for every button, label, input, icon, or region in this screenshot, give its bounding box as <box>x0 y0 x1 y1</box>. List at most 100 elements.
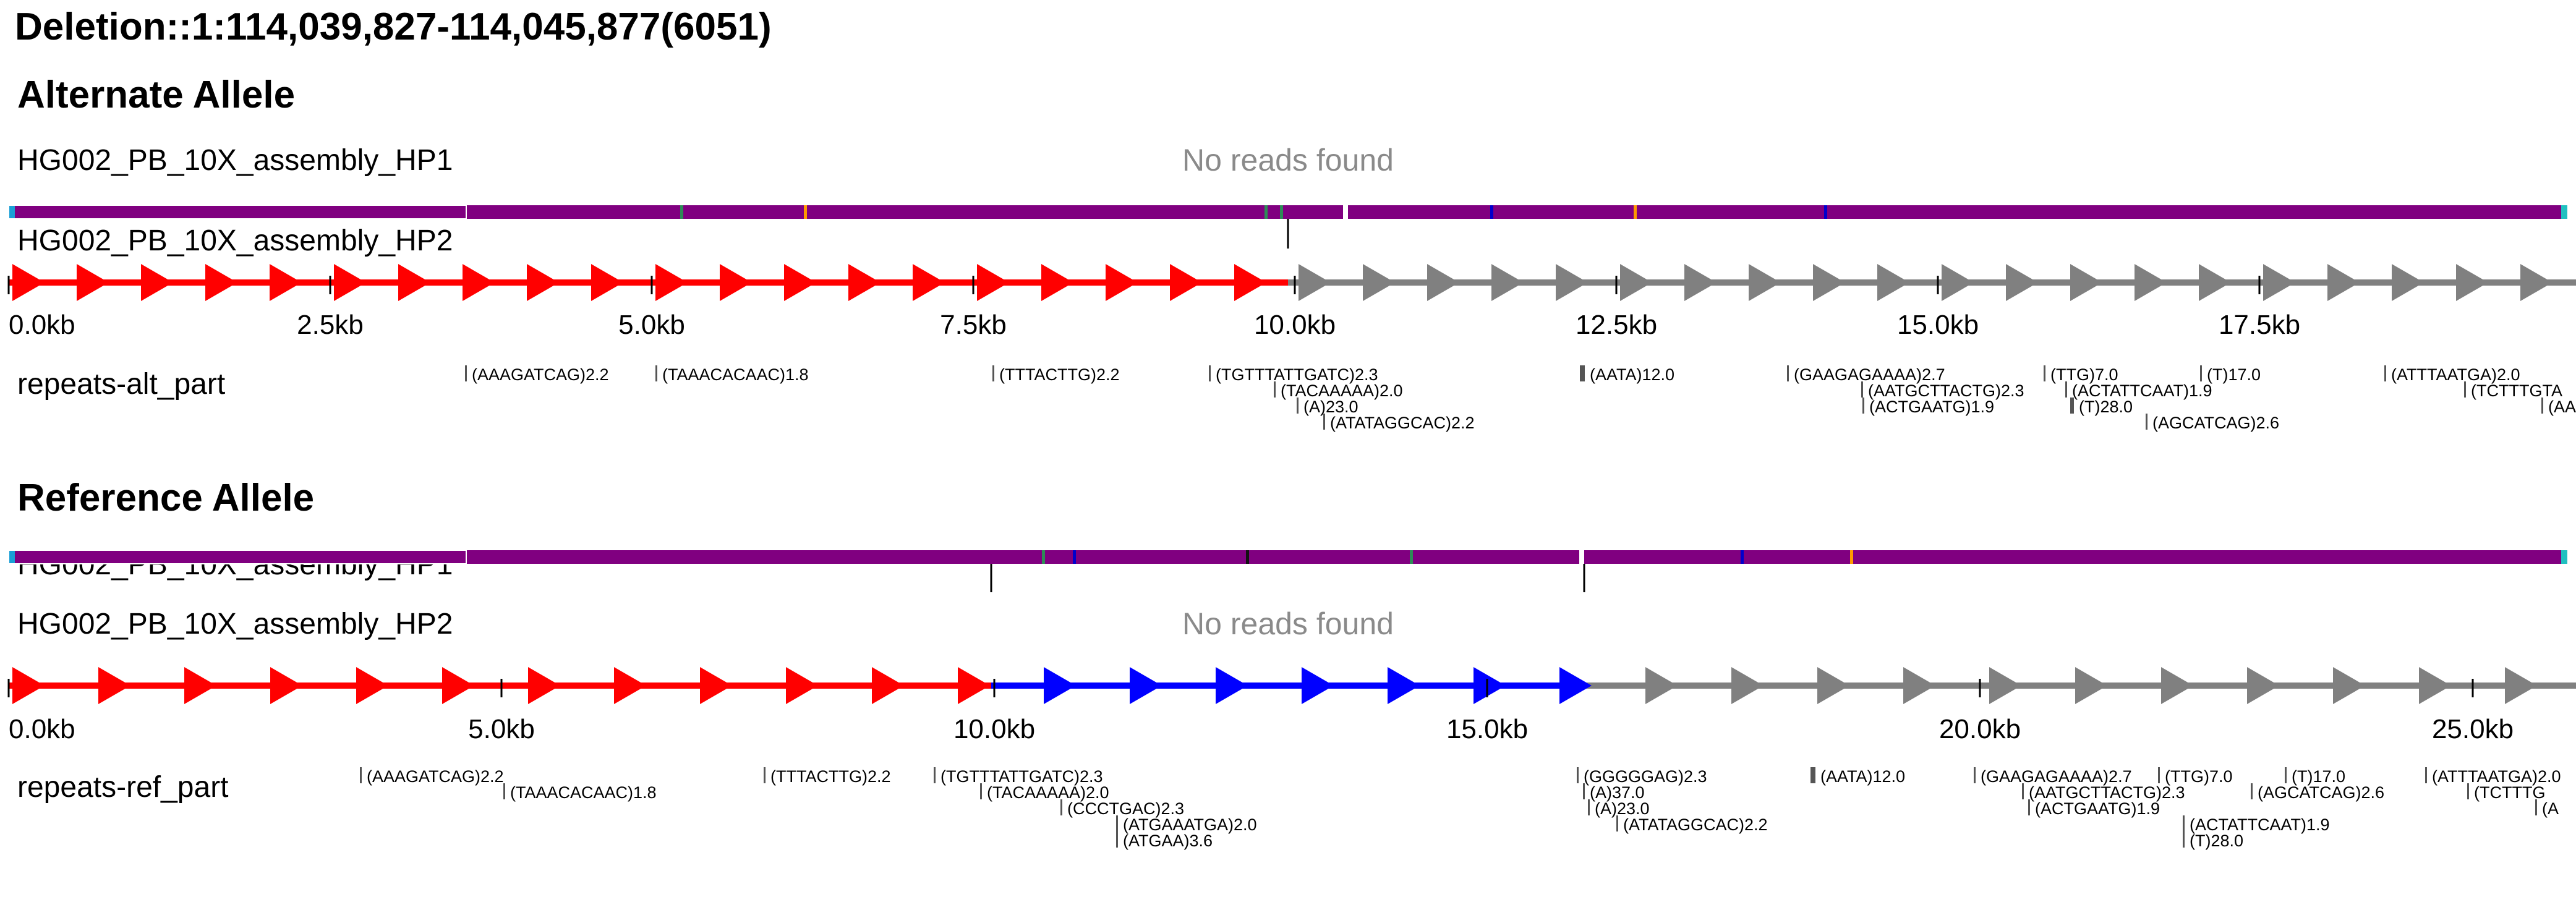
svg-text:(T)17.0: (T)17.0 <box>2292 767 2345 786</box>
direction-arrow-icon <box>1388 667 1420 704</box>
direction-arrow-icon <box>2333 667 2365 704</box>
axis-tick-label: 5.0kb <box>618 310 685 340</box>
direction-arrow-icon <box>1302 667 1334 704</box>
direction-arrow-icon <box>614 667 646 704</box>
repeat-annotation: (AATGCTTACTG)2.3 <box>1861 381 2024 400</box>
svg-text:(AAAGATCAG)2.2: (AAAGATCAG)2.2 <box>472 365 609 384</box>
direction-arrow-icon <box>1474 667 1506 704</box>
axis-tick-label: 15.0kb <box>1897 310 1979 340</box>
direction-arrow-icon <box>1620 264 1652 301</box>
alt-track1-label: HG002_PB_10X_assembly_HP1 <box>17 144 453 177</box>
direction-arrow-icon <box>977 264 1009 301</box>
svg-text:(AGCATCAG)2.6: (AGCATCAG)2.6 <box>2152 414 2279 432</box>
svg-text:(A)23.0: (A)23.0 <box>1595 799 1650 818</box>
direction-arrow-icon <box>98 667 130 704</box>
direction-arrow-icon <box>1813 264 1845 301</box>
axis-tick-label: 2.5kb <box>297 310 364 340</box>
svg-text:(GAAGAGAAAA)2.7: (GAAGAGAAAA)2.7 <box>1981 767 2132 786</box>
svg-text:(AAAGATCAG)2.2: (AAAGATCAG)2.2 <box>367 767 504 786</box>
svg-text:(TTTACTTG)2.2: (TTTACTTG)2.2 <box>999 365 1119 384</box>
axis-tick-label: 12.5kb <box>1576 310 1657 340</box>
direction-arrow-icon <box>2161 667 2193 704</box>
svg-text:(ACTGAATG)1.9: (ACTGAATG)1.9 <box>1869 398 1994 416</box>
svg-text:(T)28.0: (T)28.0 <box>2079 398 2133 416</box>
repeat-annotation: (T)28.0 <box>2183 831 2243 850</box>
direction-arrow-icon <box>2247 667 2279 704</box>
repeat-annotation: (A)37.0 <box>1583 783 1645 802</box>
alt-repeats-track: (AAAGATCAG)2.2 (TAAACACAAC)1.8 (TTTACTTG)2… <box>465 365 2576 432</box>
repeat-annotation: (TACAAAAA)2.0 <box>980 783 1109 802</box>
repeat-annotation: (TACAAAAA)2.0 <box>1274 381 1403 400</box>
svg-text:(ATATAGGCAC)2.2: (ATATAGGCAC)2.2 <box>1330 414 1475 432</box>
direction-arrow-icon <box>786 667 818 704</box>
svg-text:(AGCATCAG)2.6: (AGCATCAG)2.6 <box>2258 783 2384 802</box>
svg-text:(TTG)7.0: (TTG)7.0 <box>2165 767 2233 786</box>
direction-arrow-icon <box>270 667 302 704</box>
alt-hp2-read[interactable] <box>8 205 2567 219</box>
axis-tick-label: 15.0kb <box>1446 714 1528 744</box>
direction-arrow-icon <box>141 264 173 301</box>
repeat-annotation: (TTG)7.0 <box>2044 365 2118 384</box>
repeat-annotation: (AATA)12.0 <box>1580 365 1674 384</box>
direction-arrow-icon <box>1363 264 1395 301</box>
alt-track1-no-reads: No reads found <box>1182 143 1394 177</box>
axis-tick-label: 10.0kb <box>953 714 1035 744</box>
alt-repeats-label: repeats-alt_part <box>17 368 226 401</box>
direction-arrow-icon <box>12 264 45 301</box>
direction-arrow-icon <box>720 264 752 301</box>
repeat-annotation: (CCCTGAC)2.3 <box>1060 799 1184 818</box>
repeat-annotation: (ACTATTCAAT)1.9 <box>2065 381 2212 400</box>
direction-arrow-icon <box>1559 667 1592 704</box>
direction-arrow-icon <box>655 264 688 301</box>
direction-arrow-icon <box>356 667 388 704</box>
axis-tick-label: 20.0kb <box>1939 714 2021 744</box>
repeat-annotation: (A)23.0 <box>1297 398 1358 416</box>
svg-text:(AATGCTTACTG)2.3: (AATGCTTACTG)2.3 <box>2029 783 2185 802</box>
repeat-annotation: (TAAACACAAC)1.8 <box>503 783 657 802</box>
direction-arrow-icon <box>958 667 990 704</box>
svg-text:(TCTTTGTA: (TCTTTGTA <box>2471 381 2562 400</box>
direction-arrow-icon <box>1170 264 1202 301</box>
direction-arrow-icon <box>2456 264 2488 301</box>
svg-text:(ACTATTCAAT)1.9: (ACTATTCAAT)1.9 <box>2072 381 2212 400</box>
axis-tick-label: 7.5kb <box>940 310 1007 340</box>
ref-hp1-read[interactable] <box>8 550 2567 564</box>
direction-arrow-icon <box>1817 667 1849 704</box>
ref-track2-no-reads: No reads found <box>1182 606 1394 641</box>
alt-axis-ticks: 0.0kb 2.5kb 5.0kb 7.5kb 10.0kb 12.5kb 15.0kb 17… <box>7 276 2300 340</box>
svg-text:(TAAACACAAC)1.8: (TAAACACAAC)1.8 <box>510 783 657 802</box>
repeat-annotation: (ATTTAATGA)2.0 <box>2425 767 2561 786</box>
direction-arrow-icon <box>1749 264 1781 301</box>
direction-arrow-icon <box>1299 264 1331 301</box>
direction-arrow-icon <box>2006 264 2038 301</box>
svg-text:(A)23.0: (A)23.0 <box>1303 398 1358 416</box>
svg-text:(ATATAGGCAC)2.2: (ATATAGGCAC)2.2 <box>1623 815 1768 834</box>
direction-arrow-icon <box>913 264 945 301</box>
svg-text:(AATA)12.0: (AATA)12.0 <box>1820 767 1905 786</box>
svg-text:(TTTACTTG)2.2: (TTTACTTG)2.2 <box>770 767 890 786</box>
svg-text:(GAAGAGAAAA)2.7: (GAAGAGAAAA)2.7 <box>1794 365 1945 384</box>
direction-arrow-icon <box>527 264 559 301</box>
direction-arrow-icon <box>2199 264 2231 301</box>
svg-text:(T)17.0: (T)17.0 <box>2207 365 2261 384</box>
repeat-annotation: (AA <box>2541 398 2576 416</box>
direction-arrow-icon <box>463 264 495 301</box>
direction-arrow-icon <box>591 264 623 301</box>
direction-arrow-icon <box>2075 667 2107 704</box>
repeat-annotation: (ACTGAATG)1.9 <box>1862 398 1994 416</box>
alt-allele-heading: Alternate Allele <box>17 74 296 116</box>
repeat-annotation: (ACTGAATG)1.9 <box>2028 799 2160 818</box>
svg-text:(AATA)12.0: (AATA)12.0 <box>1590 365 1674 384</box>
ref-repeats-label: repeats-ref_part <box>17 771 229 804</box>
direction-arrow-icon <box>1942 264 1974 301</box>
repeat-annotation: (ACTATTCAAT)1.9 <box>2183 815 2330 834</box>
svg-text:(TGTTTATTGATC)2.3: (TGTTTATTGATC)2.3 <box>940 767 1102 786</box>
repeat-annotation: (AATGCTTACTG)2.3 <box>2022 783 2185 802</box>
direction-arrow-icon <box>1645 667 1678 704</box>
repeat-annotation: (T)28.0 <box>2070 398 2133 416</box>
direction-arrow-icon <box>334 264 366 301</box>
svg-text:(ATGAA)3.6: (ATGAA)3.6 <box>1123 831 1213 850</box>
ref-track2-label: HG002_PB_10X_assembly_HP2 <box>17 608 453 640</box>
repeat-annotation: (TGTTTATTGATC)2.3 <box>1209 365 1378 384</box>
